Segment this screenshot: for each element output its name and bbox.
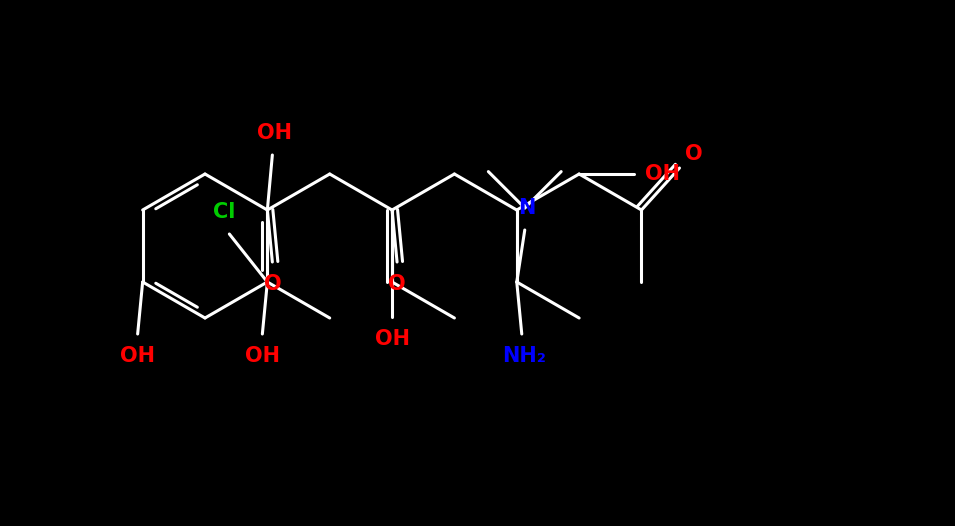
- Text: OH: OH: [244, 346, 280, 366]
- Text: OH: OH: [120, 346, 155, 366]
- Text: O: O: [264, 274, 281, 294]
- Text: Cl: Cl: [213, 202, 236, 222]
- Text: O: O: [685, 144, 702, 164]
- Text: OH: OH: [374, 329, 410, 349]
- Text: NH₂: NH₂: [501, 346, 545, 366]
- Text: O: O: [389, 274, 406, 294]
- Text: OH: OH: [645, 164, 680, 184]
- Text: OH: OH: [257, 123, 292, 143]
- Text: N: N: [518, 198, 536, 218]
